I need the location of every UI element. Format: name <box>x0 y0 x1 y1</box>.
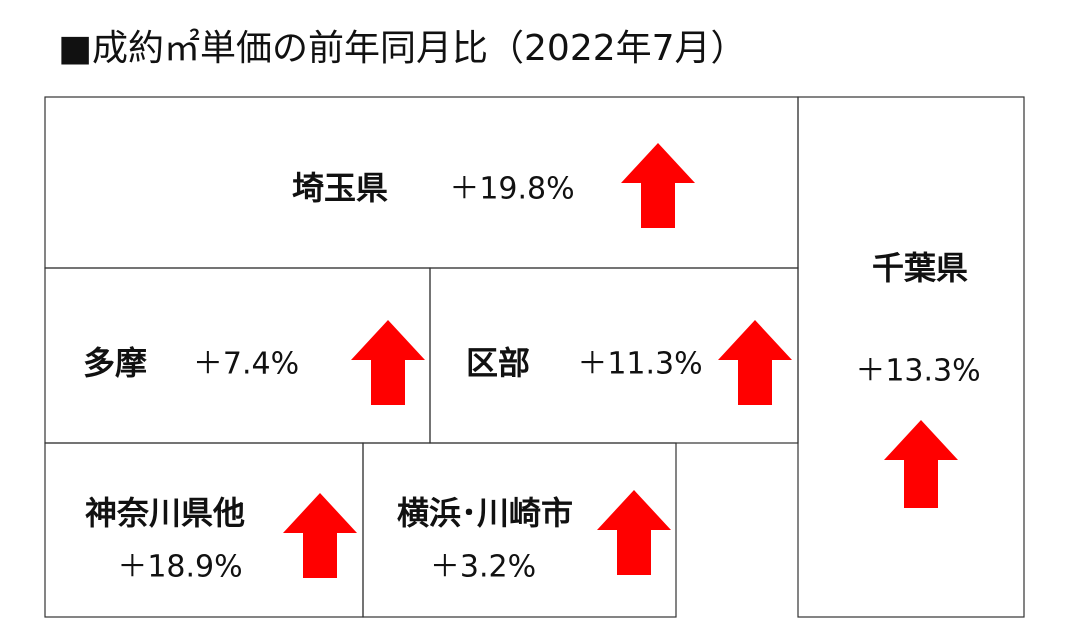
region-change: ＋11.3% <box>577 347 702 382</box>
box <box>362 442 677 618</box>
region-name: 埼玉県 <box>292 169 388 207</box>
region-name: 千葉県 <box>872 249 968 287</box>
box <box>797 96 1025 618</box>
region-name: 区部 <box>466 344 530 382</box>
region-name: 多摩 <box>83 344 147 382</box>
region-change: ＋7.4% <box>193 347 299 382</box>
up-arrow <box>597 490 671 575</box>
region-name: 横浜･川崎市 <box>397 494 573 532</box>
up-arrow <box>884 420 958 508</box>
region-name: 神奈川県他 <box>85 494 245 532</box>
region-change: ＋3.2% <box>430 550 536 585</box>
region-change: ＋19.8% <box>449 172 574 207</box>
up-arrow <box>351 320 425 405</box>
up-arrow <box>283 493 357 578</box>
up-arrow <box>718 320 792 405</box>
region-change: ＋13.3% <box>855 354 980 389</box>
title: ■成約㎡単価の前年同月比（2022年7月） <box>58 27 747 69</box>
region-change: ＋18.9% <box>117 550 242 585</box>
boxes <box>44 96 1025 618</box>
up-arrow <box>621 143 695 228</box>
